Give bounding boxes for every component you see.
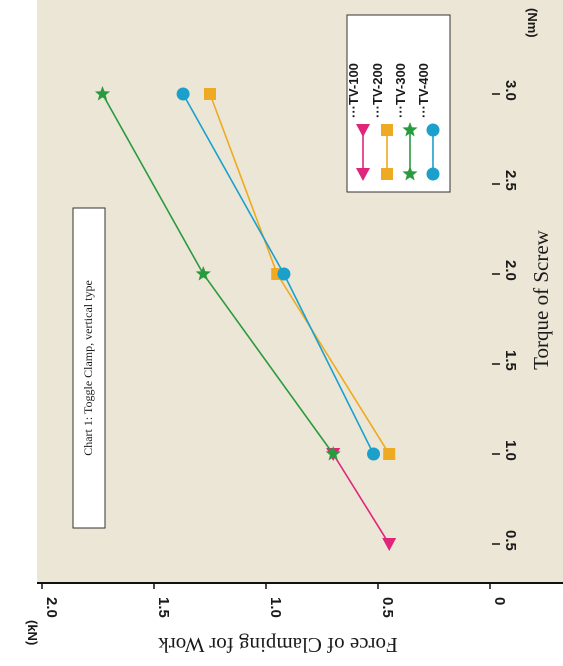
legend-item-tv-300: ···TV-300 — [393, 63, 418, 181]
y-tick-label: 0.5 — [379, 597, 396, 618]
triangle-marker — [356, 168, 370, 181]
circle-marker — [426, 167, 440, 181]
circle-marker — [277, 267, 291, 281]
star-marker — [195, 266, 211, 281]
y-tick-label: 1.5 — [155, 597, 172, 618]
y-axis-title: Force of Clamping for Work — [158, 633, 398, 657]
square-marker — [204, 88, 216, 100]
y-tick-label: 0 — [491, 597, 508, 605]
chart-caption-box — [72, 207, 106, 529]
series-line — [332, 453, 390, 545]
legend-item-tv-100: ···TV-100 — [346, 63, 370, 181]
circle-marker — [426, 123, 440, 137]
x-tick-label: 1.0 — [502, 440, 519, 461]
star-marker — [402, 122, 418, 137]
legend-label: ···TV-400 — [416, 63, 431, 118]
circle-marker — [367, 447, 381, 461]
y-tick-label: 1.0 — [267, 597, 284, 618]
series-tv-300 — [94, 86, 341, 461]
square-marker — [381, 124, 393, 136]
legend: ···TV-100 ···TV-200 ···TV-300 ···TV-400 — [346, 14, 451, 193]
x-tick-label: 1.5 — [502, 350, 519, 371]
legend-item-tv-400: ···TV-400 — [416, 63, 440, 181]
plot-background — [37, 0, 563, 583]
legend-item-tv-200: ···TV-200 — [370, 63, 393, 180]
legend-label: ···TV-100 — [346, 63, 361, 118]
legend-label: ···TV-300 — [393, 63, 408, 118]
y-axis-ticks: 0 0.5 1.0 1.5 2.0 — [41, 583, 508, 618]
x-tick-label: 2.0 — [502, 260, 519, 281]
x-tick-label: 2.5 — [502, 170, 519, 191]
legend-label: ···TV-200 — [370, 63, 385, 118]
star-marker — [402, 166, 418, 181]
square-marker — [381, 168, 393, 180]
x-axis-title: Torque of Screw — [529, 229, 553, 369]
star-marker — [94, 86, 111, 101]
chart-caption-text: Chart 1: Toggle Clamp, vertical type — [81, 280, 95, 456]
star-marker — [325, 446, 341, 461]
x-axis-ticks: 0.5 1.0 1.5 2.0 2.5 3.0 — [492, 80, 519, 551]
x-axis-unit: (Nm) — [525, 8, 540, 38]
square-marker — [383, 448, 396, 460]
triangle-marker — [382, 538, 397, 551]
series-tv-400 — [176, 87, 381, 461]
x-tick-label: 3.0 — [502, 80, 519, 101]
triangle-marker — [356, 124, 370, 137]
y-axis-unit: (kN) — [25, 620, 40, 645]
circle-marker — [176, 87, 190, 101]
chart-caption: Chart 1: Toggle Clamp, vertical type — [72, 207, 106, 529]
legend-items: ···TV-100 ···TV-200 ···TV-300 ···TV-400 — [346, 63, 440, 181]
y-tick-label: 2.0 — [43, 597, 60, 618]
series-layer — [94, 86, 397, 551]
x-tick-label: 0.5 — [502, 530, 519, 551]
